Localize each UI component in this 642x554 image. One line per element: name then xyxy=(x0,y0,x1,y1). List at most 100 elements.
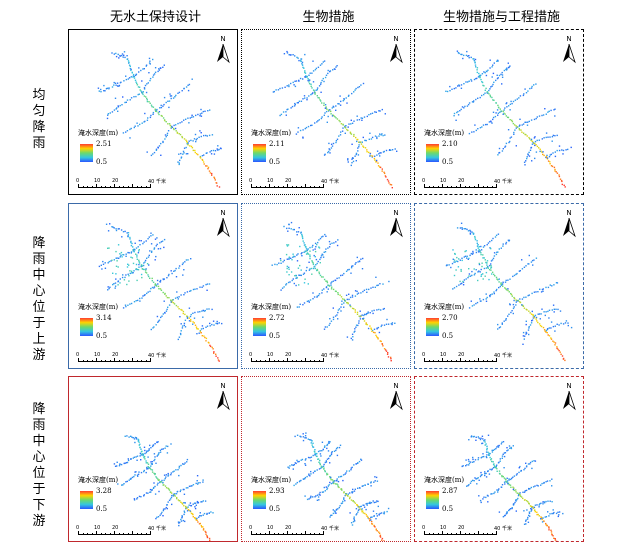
flood-cell xyxy=(121,484,123,486)
flood-cell xyxy=(477,279,479,282)
flood-cell xyxy=(475,439,477,441)
flood-cell xyxy=(487,470,489,473)
flood-cell xyxy=(383,324,386,326)
flood-cell xyxy=(484,72,486,74)
flood-cell xyxy=(127,251,129,254)
flood-cell xyxy=(126,283,128,286)
flood-cell xyxy=(154,493,157,495)
flood-cell xyxy=(200,135,202,138)
flood-cell xyxy=(315,89,317,91)
flood-cell xyxy=(545,311,547,313)
flood-cell xyxy=(152,76,154,78)
flood-cell xyxy=(377,162,379,164)
flood-cell xyxy=(122,254,124,256)
flood-cell xyxy=(364,139,366,142)
flood-cell xyxy=(525,160,527,162)
flood-cell xyxy=(303,95,306,97)
flood-cell xyxy=(138,444,140,446)
flood-cell xyxy=(504,478,507,480)
flood-cell xyxy=(504,483,506,485)
flood-cell xyxy=(181,135,183,138)
flood-cell xyxy=(130,76,132,78)
scale-label: 40 千米 xyxy=(321,353,339,359)
flood-cell xyxy=(304,250,306,253)
flood-cell xyxy=(311,124,313,126)
flood-cell xyxy=(136,279,138,282)
flood-cell xyxy=(496,74,498,76)
flood-cell xyxy=(216,148,218,150)
flood-cell xyxy=(191,485,193,487)
flood-cell xyxy=(347,129,349,132)
flood-cell xyxy=(478,72,480,75)
flood-cell xyxy=(104,90,106,92)
flood-cell xyxy=(486,449,488,451)
flood-cell xyxy=(338,103,340,105)
flood-cell xyxy=(122,484,124,486)
flood-cell xyxy=(491,451,494,453)
flood-cell xyxy=(145,65,147,67)
flood-cell xyxy=(459,227,462,229)
flood-cell xyxy=(485,300,488,302)
flood-cell xyxy=(137,125,139,127)
flood-cell xyxy=(368,138,370,140)
flood-cell xyxy=(136,258,138,260)
flood-cell xyxy=(527,501,529,503)
flood-cell xyxy=(543,154,545,157)
flood-cell xyxy=(542,153,544,156)
flood-cell xyxy=(497,233,500,235)
flood-cell xyxy=(336,277,338,280)
flood-cell xyxy=(542,503,544,505)
flood-cell xyxy=(166,277,168,279)
flood-cell xyxy=(323,154,326,156)
flood-cell xyxy=(491,259,494,261)
flood-cell xyxy=(561,180,563,183)
flood-cell xyxy=(295,80,298,82)
flood-cell xyxy=(167,130,170,132)
flood-cell xyxy=(460,108,462,111)
flood-cell xyxy=(301,63,303,65)
flood-cell xyxy=(306,249,308,252)
flood-cell xyxy=(454,261,456,263)
flood-cell xyxy=(283,225,285,228)
flood-cell xyxy=(304,476,307,479)
flood-cell xyxy=(378,135,380,137)
flood-cell xyxy=(470,252,472,255)
flood-cell xyxy=(489,88,491,90)
flood-cell xyxy=(138,263,140,266)
flood-cell xyxy=(154,458,156,461)
flood-cell xyxy=(343,98,345,101)
flood-cell xyxy=(302,433,304,435)
flood-cell xyxy=(143,241,145,243)
flood-cell xyxy=(187,144,189,146)
flood-cell xyxy=(186,458,189,461)
flood-cell xyxy=(118,465,121,467)
flood-cell xyxy=(162,313,164,315)
flood-cell xyxy=(532,264,534,266)
flood-cell xyxy=(303,302,306,304)
flood-cell xyxy=(121,236,123,238)
flood-cell xyxy=(311,261,314,263)
map-panel-1-2: N 淹水深度(m) 2.11 0.5 0 10 20 40 千米 xyxy=(241,29,411,195)
flood-cell xyxy=(539,148,541,150)
flood-cell xyxy=(355,262,357,264)
flood-cell xyxy=(142,264,145,267)
flood-cell xyxy=(356,119,358,121)
flood-cell xyxy=(185,487,188,489)
flood-cell xyxy=(115,52,117,55)
flood-cell xyxy=(549,500,551,502)
flood-cell xyxy=(169,93,171,95)
flood-cell xyxy=(123,54,125,56)
flood-cell xyxy=(331,242,333,244)
flood-cell xyxy=(217,359,220,361)
flood-cell xyxy=(497,445,499,447)
flood-cell xyxy=(523,510,525,512)
flood-cell xyxy=(556,323,558,325)
flood-cell xyxy=(205,283,207,286)
flood-cell xyxy=(533,142,535,144)
flood-cell xyxy=(332,316,335,318)
flood-cell xyxy=(453,259,456,261)
flood-cell xyxy=(352,265,354,267)
flood-cell xyxy=(330,479,332,481)
flood-cell xyxy=(132,249,134,251)
flood-cell xyxy=(294,102,296,105)
